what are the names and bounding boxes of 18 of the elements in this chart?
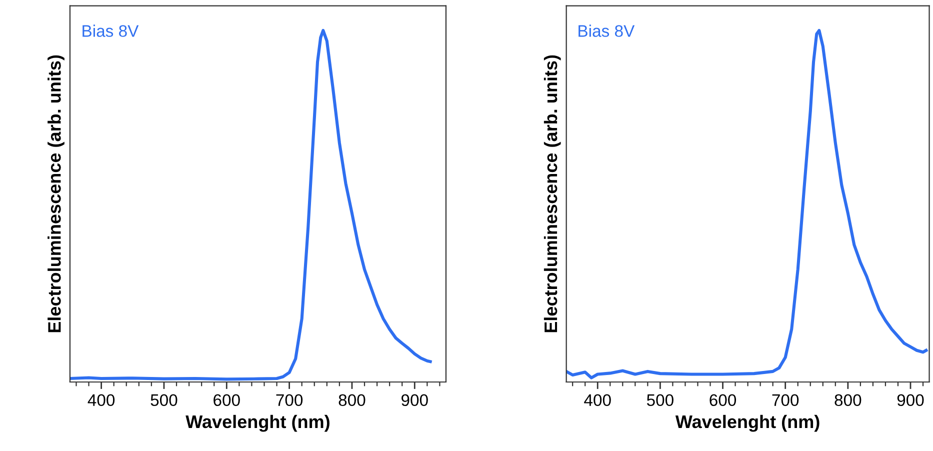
x-tick-label: 600 xyxy=(214,394,240,406)
x-tick-label: 700 xyxy=(772,394,799,406)
y-axis-title: Electroluminescence (arb. units) xyxy=(48,55,64,332)
x-tick-label: 700 xyxy=(276,394,303,406)
x-tick-label: 500 xyxy=(150,394,178,406)
annotation: Bias 8V xyxy=(82,24,139,37)
x-tick-label: 800 xyxy=(338,394,366,406)
x-tick-label: 400 xyxy=(88,394,115,406)
x-tick-label: 400 xyxy=(584,394,611,406)
x-tick-label: 600 xyxy=(710,394,736,406)
x-tick-label: 900 xyxy=(897,394,924,406)
x-tick-label: 500 xyxy=(646,394,674,406)
x-tick-label: 900 xyxy=(402,394,428,406)
x-axis-title: Wavelenght (nm) xyxy=(675,414,820,432)
y-axis-title: Electroluminescence (arb. units) xyxy=(544,55,561,332)
annotation: Bias 8V xyxy=(578,24,635,37)
x-tick-label: 800 xyxy=(834,394,862,406)
x-axis-title: Wavelenght (nm) xyxy=(186,414,330,432)
